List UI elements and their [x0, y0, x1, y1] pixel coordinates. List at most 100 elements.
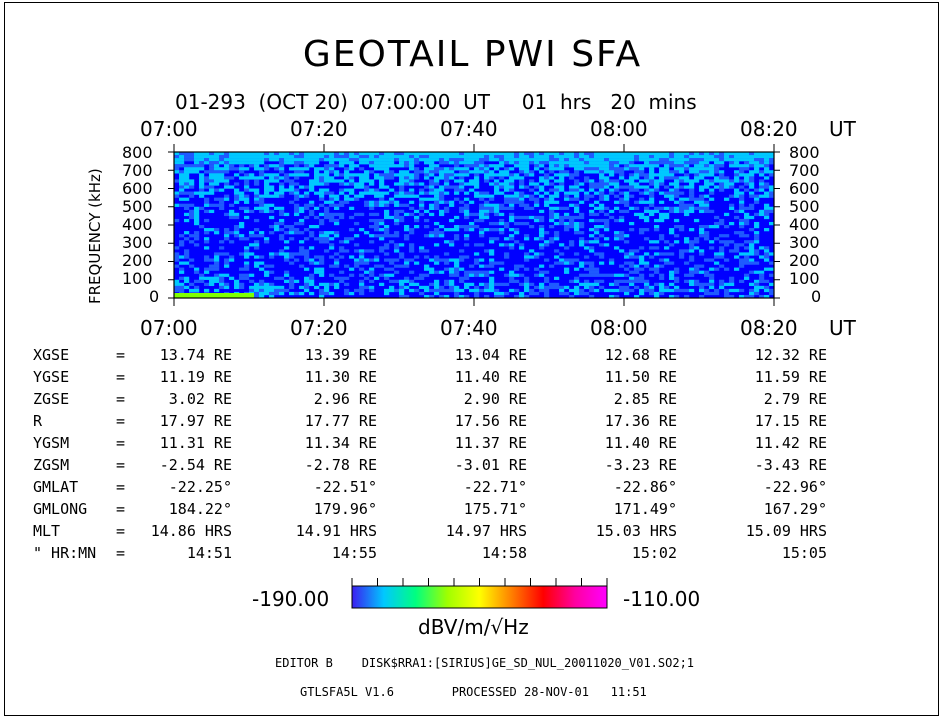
spectrogram-cell [624, 158, 630, 162]
spectrogram-cell [494, 288, 500, 293]
spectrogram-cell [254, 191, 260, 195]
spectrogram-cell [389, 285, 395, 290]
spectrogram-cell [609, 161, 615, 165]
spectrogram-cell [574, 221, 580, 226]
spectrogram-cell [419, 276, 425, 280]
spectrogram-cell [274, 194, 280, 198]
spectrogram-cell [439, 167, 445, 171]
spectrogram-cell [309, 179, 315, 183]
spectrogram-cell [369, 225, 375, 229]
spectrogram-cell [174, 285, 180, 290]
spectrogram-cell [744, 255, 750, 259]
spectrogram-cell [264, 152, 270, 156]
spectrogram-cell [359, 273, 365, 277]
spectrogram-cell [569, 218, 575, 223]
spectrogram-cell [229, 231, 235, 235]
spectrogram-cell [199, 206, 205, 210]
spectrogram-cell [269, 282, 275, 287]
spectrogram-cell [314, 155, 320, 159]
spectrogram-cell [754, 155, 760, 159]
spectrogram-cell [579, 161, 585, 165]
spectrogram-cell [429, 288, 435, 293]
spectrogram-cell [444, 161, 450, 165]
spectrogram-cell [584, 255, 590, 259]
spectrogram-cell [484, 264, 490, 268]
spectrogram-cell [224, 158, 230, 162]
spectrogram-cell [529, 255, 535, 259]
spectrogram-cell [399, 152, 405, 156]
spectrogram-cell [584, 161, 590, 165]
spectrogram-cell [304, 161, 310, 165]
spectrogram-cell [224, 231, 230, 235]
spectrogram-cell [374, 264, 380, 268]
spectrogram-cell [674, 279, 680, 283]
spectrogram-cell [344, 161, 350, 165]
spectrogram-cell [579, 200, 585, 204]
spectrogram-cell [544, 291, 550, 296]
spectrogram-cell [424, 264, 430, 268]
spectrogram-cell [449, 228, 455, 232]
spectrogram-cell [459, 255, 465, 259]
spectrogram-cell [734, 209, 740, 214]
spectrogram-cell [604, 158, 610, 162]
spectrogram-cell [274, 221, 280, 226]
spectrogram-cell [554, 185, 560, 189]
orbit-row-equals: = [116, 368, 126, 386]
spectrogram-cell [619, 209, 625, 214]
spectrogram-cell [639, 164, 645, 168]
spectrogram-cell [534, 203, 540, 207]
spectrogram-cell [229, 158, 235, 162]
spectrogram-cell [499, 161, 505, 165]
spectrogram-cell [334, 179, 340, 183]
spectrogram-cell [684, 173, 690, 177]
spectrogram-cell [654, 264, 660, 268]
spectrogram-cell [764, 152, 770, 156]
spectrogram-cell [504, 255, 510, 259]
spectrogram-cell [729, 206, 735, 210]
spectrogram-cell [209, 209, 215, 214]
spectrogram-cell [754, 161, 760, 165]
spectrogram-cell [199, 185, 205, 189]
spectrogram-cell [379, 191, 385, 195]
spectrogram-cell [344, 288, 350, 293]
spectrogram-cell [464, 158, 470, 162]
spectrogram-cell [184, 276, 190, 280]
spectrogram-cell [454, 185, 460, 189]
spectrogram-cell [549, 161, 555, 165]
spectrogram-cell [244, 155, 250, 159]
spectrogram-cell [509, 158, 515, 162]
spectrogram-cell [519, 161, 525, 165]
spectrogram-cell [219, 173, 225, 177]
spectrogram-cell [364, 152, 370, 156]
spectrogram-cell [434, 221, 440, 226]
spectrogram-cell [184, 173, 190, 177]
spectrogram-cell [194, 155, 200, 159]
spectrogram-cell [204, 237, 210, 241]
spectrogram-cell [544, 288, 550, 293]
page-frame [4, 2, 939, 716]
spectrogram-cell [644, 185, 650, 189]
spectrogram-cell [699, 185, 705, 189]
spectrogram-cell [179, 276, 185, 280]
spectrogram-cell [669, 191, 675, 195]
spectrogram-cell [714, 267, 720, 271]
spectrogram-cell [364, 276, 370, 280]
spectrogram-cell [189, 164, 195, 168]
spectrogram-cell [564, 173, 570, 177]
spectrogram-cell [359, 191, 365, 195]
spectrogram-cell [379, 249, 385, 253]
spectrogram-cell [189, 212, 195, 217]
spectrogram-cell [354, 152, 360, 156]
spectrogram-cell [429, 173, 435, 177]
spectrogram-cell [714, 221, 720, 226]
spectrogram-cell [574, 279, 580, 283]
spectrogram-cell [379, 218, 385, 223]
spectrogram-cell [749, 240, 755, 244]
spectrogram-cell [539, 176, 545, 180]
spectrogram-cell [739, 167, 745, 171]
spectrogram-cell [214, 273, 220, 277]
spectrogram-cell [614, 282, 620, 287]
spectrogram-cell [529, 225, 535, 229]
spectrogram-cell [474, 155, 480, 159]
spectrogram-cell [199, 273, 205, 277]
